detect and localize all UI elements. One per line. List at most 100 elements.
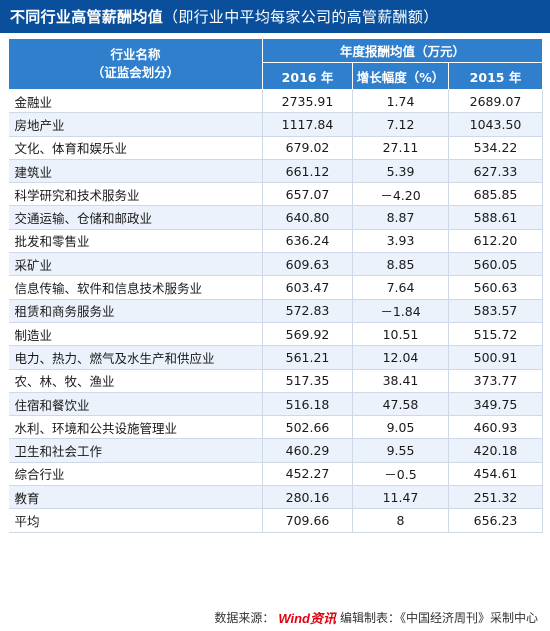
growth-rate: 12.04 bbox=[352, 345, 449, 370]
value-2016: 280.16 bbox=[262, 485, 353, 510]
industry-name: 平均 bbox=[8, 508, 263, 533]
growth-rate: 1.74 bbox=[352, 89, 449, 114]
industry-name: 农、林、牧、渔业 bbox=[8, 369, 263, 393]
title-bar: 不同行业高管薪酬均值（即行业中平均每家公司的高管薪酬额） bbox=[0, 0, 550, 33]
table-row: 批发和零售业 636.24 3.93 612.20 bbox=[8, 229, 544, 254]
table-row: 建筑业 661.12 5.39 627.33 bbox=[8, 159, 544, 184]
growth-rate: 27.11 bbox=[352, 136, 449, 160]
industry-name: 建筑业 bbox=[8, 159, 263, 184]
value-2015: 349.75 bbox=[448, 392, 544, 417]
value-2016: 2735.91 bbox=[262, 89, 353, 114]
value-2015: 627.33 bbox=[448, 159, 544, 184]
growth-rate: 47.58 bbox=[352, 392, 449, 417]
growth-rate: 8.87 bbox=[352, 205, 449, 230]
growth-rate: －4.20 bbox=[352, 182, 449, 207]
table-row: 水利、环境和公共设施管理业 502.66 9.05 460.93 bbox=[8, 415, 544, 440]
industry-name: 金融业 bbox=[8, 89, 263, 114]
table-row: 卫生和社会工作 460.29 9.55 420.18 bbox=[8, 438, 544, 463]
value-2016: 572.83 bbox=[262, 299, 353, 323]
growth-rate: －1.84 bbox=[352, 299, 449, 323]
growth-rate: 8.85 bbox=[352, 252, 449, 277]
value-2015: 656.23 bbox=[448, 508, 544, 533]
industry-name: 批发和零售业 bbox=[8, 229, 263, 254]
table-row: 文化、体育和娱乐业 679.02 27.11 534.22 bbox=[8, 136, 544, 160]
industry-name: 科学研究和技术服务业 bbox=[8, 182, 263, 207]
industry-name: 水利、环境和公共设施管理业 bbox=[8, 415, 263, 440]
value-2016: 517.35 bbox=[262, 369, 353, 393]
header-2015: 2015 年 bbox=[447, 62, 544, 90]
value-2015: 2689.07 bbox=[448, 89, 544, 114]
salary-table: 行业名称 （证监会划分） 年度报酬均值（万元） 2016 年 增长幅度（%） 2… bbox=[8, 38, 544, 533]
industry-name: 教育 bbox=[8, 485, 263, 510]
industry-name: 租赁和商务服务业 bbox=[8, 299, 263, 323]
table-row: 科学研究和技术服务业 657.07 －4.20 685.85 bbox=[8, 182, 544, 207]
value-2015: 685.85 bbox=[448, 182, 544, 207]
value-2015: 515.72 bbox=[448, 322, 544, 347]
value-2015: 534.22 bbox=[448, 136, 544, 160]
table-row: 金融业 2735.91 1.74 2689.07 bbox=[8, 89, 544, 114]
table-row: 教育 280.16 11.47 251.32 bbox=[8, 485, 544, 510]
industry-name: 住宿和餐饮业 bbox=[8, 392, 263, 417]
table-row: 采矿业 609.63 8.85 560.05 bbox=[8, 252, 544, 277]
header-2016: 2016 年 bbox=[262, 62, 353, 90]
source-footer: 数据来源： Wind资讯 编辑制表：《中国经济周刊》采制中心 bbox=[214, 608, 538, 627]
industry-name: 制造业 bbox=[8, 322, 263, 347]
table-row: 信息传输、软件和信息技术服务业 603.47 7.64 560.63 bbox=[8, 275, 544, 300]
industry-name: 采矿业 bbox=[8, 252, 263, 277]
editor-credit: 编辑制表：《中国经济周刊》采制中心 bbox=[339, 611, 538, 625]
wind-logo: Wind资讯 bbox=[278, 611, 336, 626]
industry-name: 电力、热力、燃气及水生产和供应业 bbox=[8, 345, 263, 370]
growth-rate: －0.5 bbox=[352, 462, 449, 487]
value-2015: 251.32 bbox=[448, 485, 544, 510]
growth-rate: 5.39 bbox=[352, 159, 449, 184]
value-2016: 516.18 bbox=[262, 392, 353, 417]
growth-rate: 3.93 bbox=[352, 229, 449, 254]
table-body: 金融业 2735.91 1.74 2689.07 房地产业 1117.84 7.… bbox=[8, 89, 544, 533]
industry-name: 交通运输、仓储和邮政业 bbox=[8, 205, 263, 230]
value-2016: 636.24 bbox=[262, 229, 353, 254]
table-row: 综合行业 452.27 －0.5 454.61 bbox=[8, 462, 544, 487]
value-2016: 709.66 bbox=[262, 508, 353, 533]
value-2016: 657.07 bbox=[262, 182, 353, 207]
value-2015: 420.18 bbox=[448, 438, 544, 463]
title-subtitle: （即行业中平均每家公司的高管薪酬额） bbox=[163, 8, 439, 26]
header-growth: 增长幅度（%） bbox=[352, 62, 449, 90]
table-row: 房地产业 1117.84 7.12 1043.50 bbox=[8, 112, 544, 137]
growth-rate: 9.05 bbox=[352, 415, 449, 440]
value-2016: 561.21 bbox=[262, 345, 353, 370]
value-2016: 502.66 bbox=[262, 415, 353, 440]
table-row: 制造业 569.92 10.51 515.72 bbox=[8, 322, 544, 347]
value-2016: 679.02 bbox=[262, 136, 353, 160]
header-annual-average: 年度报酬均值（万元） bbox=[261, 38, 544, 63]
value-2016: 603.47 bbox=[262, 275, 353, 300]
growth-rate: 11.47 bbox=[352, 485, 449, 510]
table-row-average: 平均 709.66 8 656.23 bbox=[8, 508, 544, 533]
value-2016: 452.27 bbox=[262, 462, 353, 487]
value-2016: 460.29 bbox=[262, 438, 353, 463]
table-row: 农、林、牧、渔业 517.35 38.41 373.77 bbox=[8, 369, 544, 393]
salary-table-wrap: 行业名称 （证监会划分） 年度报酬均值（万元） 2016 年 增长幅度（%） 2… bbox=[8, 38, 544, 533]
header-industry-line1: 行业名称 bbox=[110, 47, 161, 62]
table-row: 住宿和餐饮业 516.18 47.58 349.75 bbox=[8, 392, 544, 417]
table-row: 租赁和商务服务业 572.83 －1.84 583.57 bbox=[8, 299, 544, 323]
title-main: 不同行业高管薪酬均值 bbox=[10, 8, 164, 26]
value-2016: 640.80 bbox=[262, 205, 353, 230]
value-2015: 588.61 bbox=[448, 205, 544, 230]
industry-name: 综合行业 bbox=[8, 462, 263, 487]
value-2015: 583.57 bbox=[448, 299, 544, 323]
table-header: 行业名称 （证监会划分） 年度报酬均值（万元） 2016 年 增长幅度（%） 2… bbox=[8, 38, 544, 90]
table-row: 电力、热力、燃气及水生产和供应业 561.21 12.04 500.91 bbox=[8, 345, 544, 370]
header-industry-line2: （证监会划分） bbox=[91, 65, 180, 80]
value-2015: 560.05 bbox=[448, 252, 544, 277]
growth-rate: 38.41 bbox=[352, 369, 449, 393]
growth-rate: 9.55 bbox=[352, 438, 449, 463]
industry-name: 信息传输、软件和信息技术服务业 bbox=[8, 275, 263, 300]
growth-rate: 7.64 bbox=[352, 275, 449, 300]
header-industry: 行业名称 （证监会划分） bbox=[8, 38, 263, 90]
value-2015: 373.77 bbox=[448, 369, 544, 393]
value-2015: 500.91 bbox=[448, 345, 544, 370]
value-2016: 609.63 bbox=[262, 252, 353, 277]
value-2015: 560.63 bbox=[448, 275, 544, 300]
industry-name: 卫生和社会工作 bbox=[8, 438, 263, 463]
value-2015: 1043.50 bbox=[448, 112, 544, 137]
